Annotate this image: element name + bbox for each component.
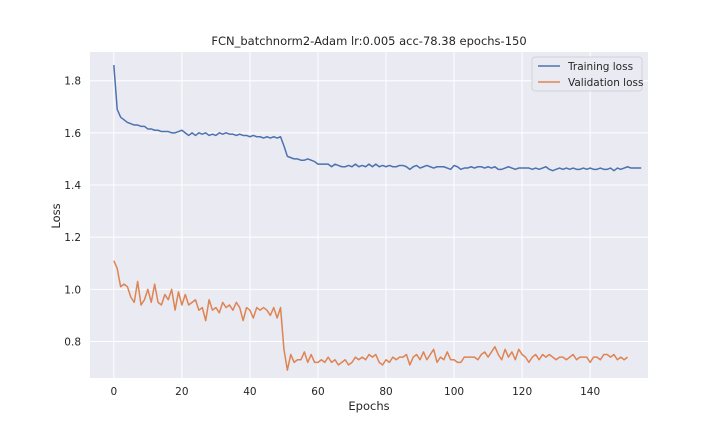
y-tick-label: 1.0: [64, 284, 81, 296]
y-tick-label: 1.8: [64, 76, 81, 88]
x-tick-label: 120: [512, 386, 532, 398]
y-tick-label: 1.4: [64, 180, 81, 192]
x-axis-label: Epochs: [348, 399, 389, 413]
legend: Training loss Validation loss: [531, 56, 643, 92]
y-tick-labels: 0.8 1.0 1.2 1.4 1.6 1.8: [64, 76, 81, 349]
legend-label-validation: Validation loss: [568, 77, 643, 89]
x-tick-label: 20: [175, 386, 188, 398]
legend-label-training: Training loss: [567, 61, 633, 73]
plot-background: [90, 52, 648, 378]
chart-title: FCN_batchnorm2-Adam lr:0.005 acc-78.38 e…: [211, 34, 526, 48]
x-tick-label: 100: [444, 386, 464, 398]
x-tick-label: 140: [580, 386, 600, 398]
x-tick-label: 40: [243, 386, 256, 398]
y-tick-label: 0.8: [64, 336, 81, 348]
training-loss-line: [113, 64, 642, 172]
x-tick-label: 60: [311, 386, 324, 398]
x-tick-labels: 0 20 40 60 80 100 120 140: [110, 386, 600, 398]
y-axis-label: Loss: [49, 203, 63, 228]
validation-loss-line: [113, 260, 629, 371]
y-tick-label: 1.2: [64, 232, 81, 244]
x-tick-label: 80: [379, 386, 392, 398]
x-tick-label: 0: [110, 386, 117, 398]
y-tick-label: 1.6: [64, 128, 81, 140]
series-layer: [113, 64, 642, 371]
